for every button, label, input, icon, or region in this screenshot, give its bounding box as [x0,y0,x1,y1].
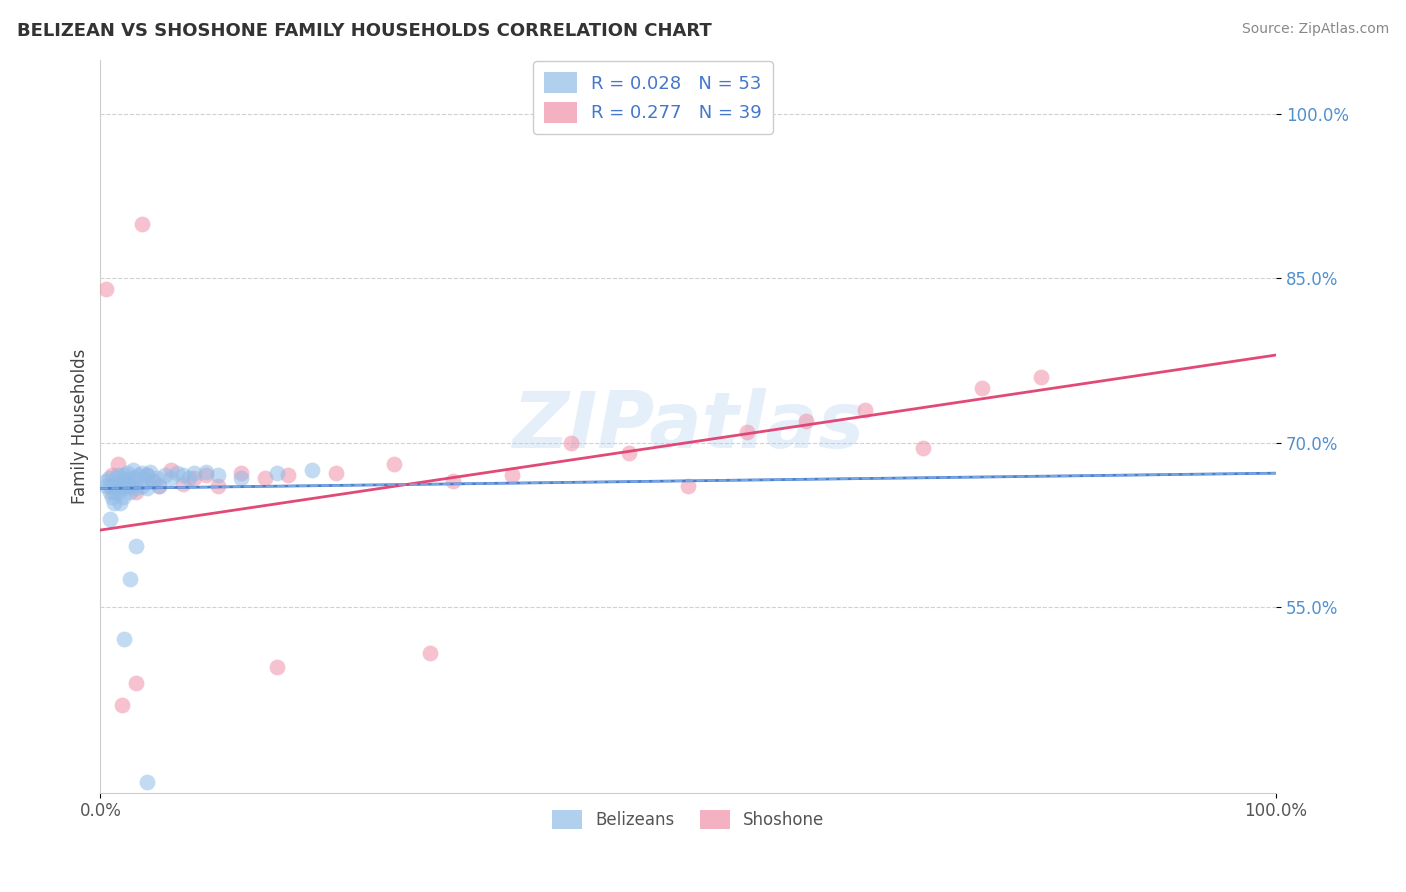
Point [97,470,120,484]
Point [101,477,124,491]
Point [107,468,129,483]
Point [325,466,347,480]
Point [104,470,127,484]
Point [110,479,132,493]
Point [183,466,205,480]
Point [118,479,141,493]
Point [195,465,218,479]
Point [148,479,170,493]
Point [103,479,125,493]
Point [103,484,125,499]
Point [231,470,253,484]
Point [112,632,135,647]
Legend: Belizeans, Shoshone: Belizeans, Shoshone [546,803,831,836]
Point [96,282,118,296]
Point [124,540,146,554]
Point [1029,370,1052,384]
Point [110,470,132,484]
Point [172,477,194,491]
Text: BELIZEAN VS SHOSHONE FAMILY HOUSEHOLDS CORRELATION CHART: BELIZEAN VS SHOSHONE FAMILY HOUSEHOLDS C… [17,22,711,40]
Point [136,468,159,483]
Point [107,479,129,493]
Point [117,466,139,480]
Point [419,646,441,660]
Point [501,468,523,483]
Point [115,479,138,493]
Point [148,479,170,493]
Point [124,676,146,690]
Point [853,402,876,417]
Point [231,466,253,480]
Point [560,435,582,450]
Point [735,425,758,439]
Point [107,484,129,499]
Point [301,463,323,477]
Text: Source: ZipAtlas.com: Source: ZipAtlas.com [1241,22,1389,37]
Point [142,474,165,488]
Point [177,470,200,484]
Point [103,496,125,510]
Point [138,465,160,479]
Point [166,466,188,480]
Point [172,468,194,483]
Point [183,470,205,484]
Point [160,470,183,484]
Point [676,479,699,493]
Point [115,474,138,488]
Point [98,484,121,499]
Point [207,479,229,493]
Text: ZIPatlas: ZIPatlas [512,388,865,464]
Point [134,470,156,484]
Point [253,470,276,484]
Point [96,479,118,493]
Point [124,470,146,484]
Point [110,698,132,712]
Point [136,468,159,483]
Point [136,482,159,496]
Y-axis label: Family Households: Family Households [72,349,89,504]
Point [207,468,229,483]
Point [112,482,135,496]
Point [277,468,299,483]
Point [98,512,121,526]
Point [441,474,464,488]
Point [146,470,169,484]
Point [112,468,135,483]
Point [160,463,183,477]
Point [110,496,132,510]
Point [794,414,817,428]
Point [101,468,124,483]
Point [122,470,145,484]
Point [127,468,149,483]
Point [107,458,129,472]
Point [124,484,146,499]
Point [131,479,153,493]
Point [110,479,132,493]
Point [121,479,143,493]
Point [112,474,135,488]
Point [101,490,124,504]
Point [136,774,159,789]
Point [142,474,165,488]
Point [382,458,405,472]
Point [98,479,121,493]
Point [912,441,935,455]
Point [118,484,141,499]
Point [131,217,153,231]
Point [96,474,118,488]
Point [195,468,218,483]
Point [111,490,134,504]
Point [153,468,176,483]
Point [131,466,153,480]
Point [972,381,994,395]
Point [122,463,145,477]
Point [124,482,146,496]
Point [266,660,288,674]
Point [118,474,141,488]
Point [118,572,141,586]
Point [619,446,641,460]
Point [266,466,288,480]
